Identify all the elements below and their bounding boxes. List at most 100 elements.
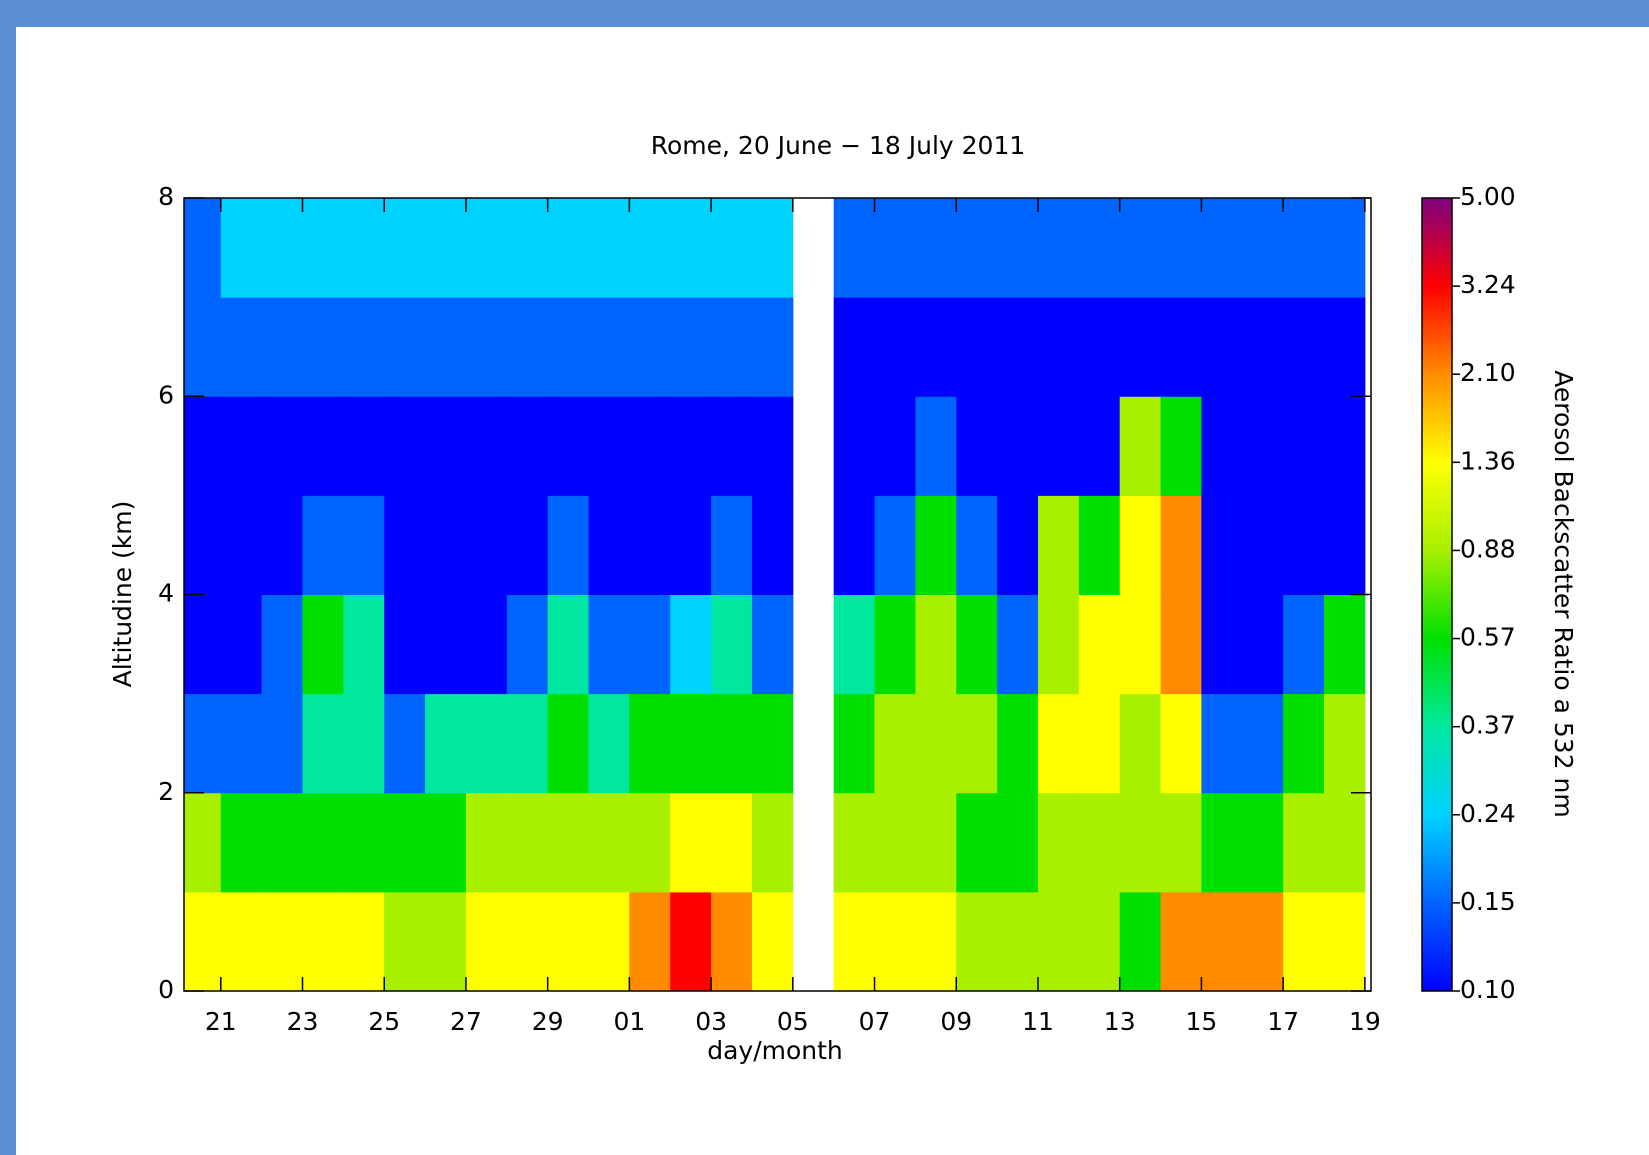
heatmap-cell (547, 891, 590, 991)
heatmap-cell (384, 495, 426, 595)
heatmap-cell (425, 594, 467, 695)
heatmap-cell (1078, 693, 1121, 794)
heatmap-cell (833, 396, 876, 496)
heatmap-cell (711, 891, 753, 991)
heatmap-cell (874, 495, 916, 595)
heatmap-cell (302, 693, 344, 794)
heatmap-cell (751, 594, 794, 695)
x-tick-label: 25 (368, 1007, 400, 1036)
heatmap-cell (384, 297, 426, 397)
x-axis-label: day/month (707, 1036, 843, 1065)
x-tick-label: 29 (532, 1007, 564, 1036)
colorbar-tick-label: 0.57 (1460, 623, 1516, 652)
heatmap (184, 198, 1366, 991)
heatmap-cell (220, 495, 263, 595)
heatmap-cell (1160, 693, 1202, 794)
heatmap-cell (547, 693, 590, 794)
y-tick-label: 4 (158, 579, 174, 608)
heatmap-cell (384, 396, 426, 496)
heatmap-cell (261, 891, 303, 991)
heatmap-cell (506, 495, 549, 595)
heatmap-cell (1119, 198, 1162, 298)
heatmap-cell (465, 792, 508, 893)
heatmap-cell (1324, 693, 1366, 794)
heatmap-cell (997, 594, 1039, 695)
heatmap-cell (1119, 594, 1162, 695)
heatmap-cell (1037, 297, 1080, 397)
colorbar-tick-label: 0.10 (1460, 975, 1516, 1004)
heatmap-cell (425, 198, 467, 298)
heatmap-cell (1242, 792, 1284, 893)
heatmap-cell (1119, 396, 1162, 496)
heatmap-cell (1283, 495, 1325, 595)
heatmap-cell (915, 594, 957, 695)
heatmap-cell (588, 792, 630, 893)
heatmap-cell (1201, 396, 1243, 496)
heatmap-cell (874, 198, 916, 298)
x-tick-label: 05 (777, 1007, 809, 1036)
heatmap-cell (711, 495, 753, 595)
heatmap-cell (670, 891, 712, 991)
heatmap-cell (1119, 792, 1162, 893)
heatmap-cell (956, 594, 998, 695)
heatmap-cell (1037, 693, 1080, 794)
x-tick-label: 09 (940, 1007, 972, 1036)
heatmap-cell (833, 198, 876, 298)
heatmap-cell (1242, 396, 1284, 496)
heatmap-cell (1078, 396, 1121, 496)
heatmap-cell (425, 396, 467, 496)
heatmap-cell (915, 297, 957, 397)
heatmap-cell (184, 198, 222, 298)
heatmap-cell (629, 297, 671, 397)
heatmap-cell (1037, 396, 1080, 496)
heatmap-cell (302, 792, 344, 893)
heatmap-cell (506, 594, 549, 695)
heatmap-cell (343, 297, 385, 397)
heatmap-cell (1160, 297, 1202, 397)
heatmap-cell (302, 495, 344, 595)
x-tick-label: 01 (613, 1007, 645, 1036)
x-tick-label: 13 (1104, 1007, 1136, 1036)
heatmap-cell (184, 891, 222, 991)
heatmap-cell (1283, 891, 1325, 991)
heatmap-cell (1283, 198, 1325, 298)
heatmap-cell (506, 396, 549, 496)
heatmap-cell (1078, 495, 1121, 595)
heatmap-cell (833, 297, 876, 397)
heatmap-cell (1242, 297, 1284, 397)
heatmap-cell (220, 198, 263, 298)
heatmap-cell (751, 297, 794, 397)
colorbar (1421, 197, 1453, 992)
heatmap-cell (1242, 594, 1284, 695)
heatmap-cell (384, 792, 426, 893)
heatmap-cell (711, 693, 753, 794)
heatmap-cell (997, 693, 1039, 794)
heatmap-cell (343, 891, 385, 991)
heatmap-cell (465, 198, 508, 298)
heatmap-cell (261, 693, 303, 794)
heatmap-cell (261, 792, 303, 893)
heatmap-cell (302, 297, 344, 397)
heatmap-cell (547, 396, 590, 496)
colorbar-tick-label: 2.10 (1460, 358, 1516, 387)
heatmap-cell (384, 198, 426, 298)
heatmap-cell (956, 396, 998, 496)
colorbar-tick-label: 0.37 (1460, 711, 1516, 740)
heatmap-cell (588, 594, 630, 695)
heatmap-cell (343, 495, 385, 595)
heatmap-cell (997, 198, 1039, 298)
heatmap-cell (997, 297, 1039, 397)
heatmap-cell (343, 396, 385, 496)
heatmap-cell (261, 297, 303, 397)
heatmap-cell (343, 198, 385, 298)
heatmap-cell (711, 792, 753, 893)
heatmap-cell (184, 495, 222, 595)
heatmap-cell (302, 198, 344, 298)
heatmap-cell (670, 693, 712, 794)
x-tick-label: 23 (287, 1007, 319, 1036)
heatmap-cell (711, 198, 753, 298)
heatmap-cell (425, 792, 467, 893)
heatmap-cell (1160, 891, 1202, 991)
heatmap-cell (425, 297, 467, 397)
colorbar-tick-label: 3.24 (1460, 270, 1516, 299)
